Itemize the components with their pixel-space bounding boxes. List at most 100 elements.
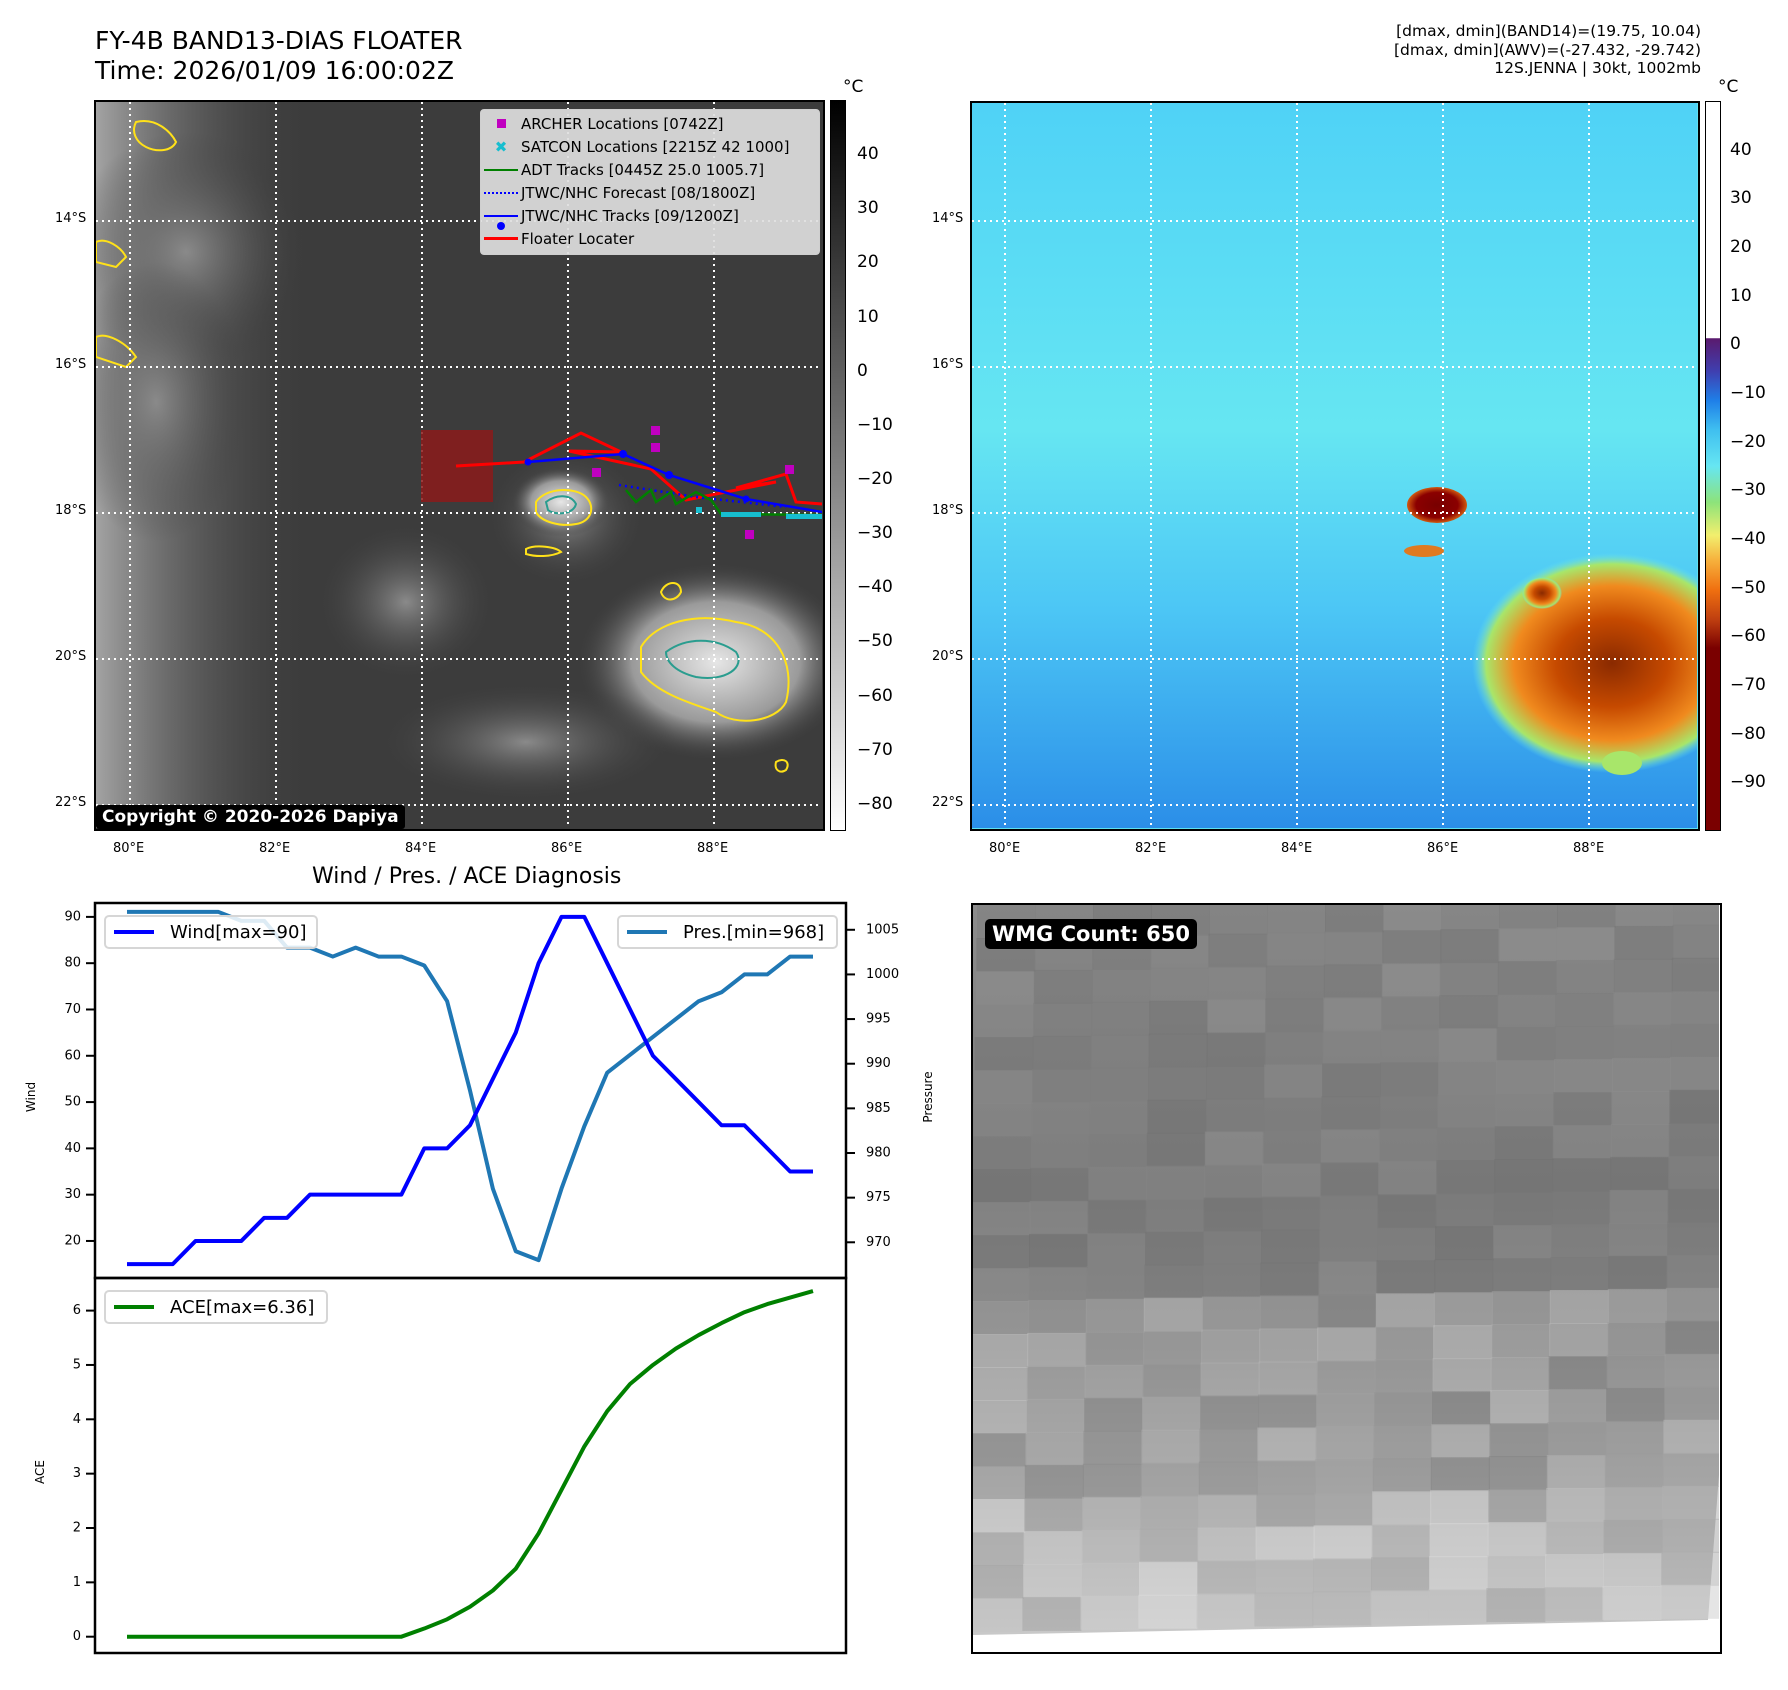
wmg-pixel-block xyxy=(1264,1064,1323,1099)
wmg-pixel-block xyxy=(1081,1529,1141,1564)
ir-satellite-map[interactable]: ARCHER Locations [0742Z] ✖ SATCON Locati… xyxy=(94,100,825,831)
wmg-pixel-block xyxy=(1325,905,1384,933)
wmg-pixel-block xyxy=(1033,1002,1093,1037)
wmg-pixel-block xyxy=(1373,1425,1433,1460)
wmg-pixel-block xyxy=(1138,1594,1198,1629)
ace-tick-label: 6 xyxy=(73,1303,81,1318)
wmg-pixel-block xyxy=(1433,1292,1493,1327)
colorbar-tick: −20 xyxy=(1730,431,1766,452)
wmg-pixel-block xyxy=(1200,1362,1260,1397)
wmg-pixel-block xyxy=(1380,1062,1439,1097)
wind-tick-label: 60 xyxy=(64,1048,81,1063)
wmg-pixel-block xyxy=(1499,905,1558,930)
pressure-tick-label: 980 xyxy=(866,1146,891,1161)
wmg-pixel-block xyxy=(973,1433,1027,1467)
wmg-pixel-block xyxy=(1429,1556,1488,1591)
wmg-pixel-block xyxy=(1081,1562,1140,1597)
wmg-pixel-block xyxy=(1149,967,1209,1002)
wmg-pixel-block xyxy=(1198,1461,1258,1496)
wmg-pixel-block xyxy=(1146,1165,1206,1200)
wmg-pixel-block xyxy=(1557,905,1616,928)
wmg-pixel-block xyxy=(1265,998,1325,1033)
wmg-pixel-block xyxy=(1145,1231,1204,1266)
wmg-pixel-block xyxy=(1089,1100,1149,1135)
wmg-pixel-block xyxy=(1207,999,1267,1034)
ace-tick-label: 5 xyxy=(73,1357,81,1372)
colorbar-tick: 30 xyxy=(1730,188,1752,209)
wmg-pixel-block xyxy=(1429,1523,1489,1558)
wmg-pixel-block xyxy=(1613,991,1673,1026)
colorbar-tick: −40 xyxy=(1730,529,1766,549)
wmg-pixel-block xyxy=(1316,1360,1376,1395)
wmg-pixel-block xyxy=(1206,1065,1265,1100)
wmg-pixel-block xyxy=(1026,1398,1085,1433)
colorbar-tick: 10 xyxy=(1730,285,1752,306)
wmg-pixel-block xyxy=(1204,1164,1264,1199)
wind-tick-label: 90 xyxy=(64,909,81,924)
wmg-pixel-block xyxy=(1547,1422,1607,1456)
wmg-pixel-block xyxy=(1030,1134,1090,1169)
wmg-pixel-block xyxy=(1673,905,1719,926)
ace-chart-frame xyxy=(93,1276,848,1655)
wmg-pixel-block xyxy=(1554,1059,1613,1093)
wmg-pixel-block xyxy=(1662,1485,1719,1520)
legend-label: ADT Tracks [0445Z 25.0 1005.7] xyxy=(521,160,765,179)
wmg-pixel-block xyxy=(1436,1127,1496,1162)
wmg-pixel-block xyxy=(1430,1490,1490,1525)
wmg-pixel-block xyxy=(1665,1287,1719,1322)
storm-info: [dmax, dmin](BAND14)=(19.75, 10.04) [dma… xyxy=(1394,22,1701,78)
wmg-pixel-block xyxy=(1263,1097,1323,1132)
wmg-pixel-block xyxy=(1199,1428,1259,1463)
wmg-pixel-block xyxy=(1609,1222,1668,1257)
wmg-pixel-block xyxy=(973,1532,1025,1566)
wmg-pixel-block xyxy=(1319,1228,1378,1263)
lon-label: 88°E xyxy=(697,841,729,856)
wmg-pixel-block xyxy=(1494,1126,1554,1161)
wmg-pixel-block xyxy=(1486,1588,1546,1623)
colorbar-tick: −70 xyxy=(857,739,893,760)
wmg-pixel-block xyxy=(973,1466,1026,1500)
ace-legend-line-icon xyxy=(114,1305,154,1309)
wind-pressure-ace-charts: 2030405060708090970975980985990995100010… xyxy=(64,901,899,1655)
line-dot-icon xyxy=(481,214,521,230)
wmg-pixel-block xyxy=(1088,1133,1148,1168)
wmg-pixel-block xyxy=(1324,931,1384,966)
wmg-pixel-block xyxy=(1142,1396,1201,1431)
enhanced-colorbar xyxy=(1705,101,1721,831)
wmg-pixel-block xyxy=(1433,1325,1493,1360)
wmg-pixel-block xyxy=(1208,933,1268,968)
wmg-pixel-block xyxy=(973,1301,1029,1335)
wmg-pixel-block xyxy=(1144,1264,1204,1299)
ace-legend: ACE[max=6.36] xyxy=(104,1290,328,1324)
wmg-pixel-block xyxy=(1028,1266,1088,1301)
info-line-3: 12S.JENNA | 30kt, 1002mb xyxy=(1494,59,1701,77)
ace-tick-label: 3 xyxy=(73,1466,81,1481)
wmg-pixel-block xyxy=(1430,1457,1490,1492)
wmg-pixel-block xyxy=(1259,1328,1319,1363)
legend-item-adt: ADT Tracks [0445Z 25.0 1005.7] xyxy=(481,158,819,181)
wind-tick-label: 80 xyxy=(64,956,81,971)
wmg-pixel-block xyxy=(1143,1297,1203,1332)
wmg-pixel-block xyxy=(1615,905,1674,927)
wmg-pixel-block xyxy=(1022,1596,1082,1631)
wmg-pixel-block xyxy=(1603,1552,1662,1587)
wmg-pixel-block xyxy=(1080,1595,1140,1630)
wmg-pixel-block xyxy=(1084,1364,1144,1399)
wmg-pixel-block xyxy=(1487,1522,1547,1557)
wmg-panel[interactable]: WMG Count: 650 xyxy=(971,903,1722,1654)
wmg-pixel-block xyxy=(1496,1027,1556,1062)
wmg-pixel-block xyxy=(974,1037,1034,1071)
wmg-pixel-block xyxy=(1023,1563,1082,1598)
wmg-pixel-block xyxy=(1497,994,1557,1029)
wmg-pixel-block xyxy=(1490,1357,1550,1392)
wmg-pixel-block xyxy=(1141,1429,1201,1464)
wmg-pixel-block xyxy=(1666,1254,1719,1289)
wmg-count-badge: WMG Count: 650 xyxy=(985,919,1197,949)
enhanced-ir-map[interactable] xyxy=(970,101,1700,831)
wmg-pixel-block xyxy=(1023,1530,1083,1565)
lon-label: 88°E xyxy=(1573,841,1605,856)
wmg-pixel-block xyxy=(1550,1257,1610,1291)
pressure-tick-label: 995 xyxy=(866,1012,891,1027)
wmg-pixel-block xyxy=(1313,1525,1373,1560)
pressure-tick-label: 970 xyxy=(866,1235,891,1250)
